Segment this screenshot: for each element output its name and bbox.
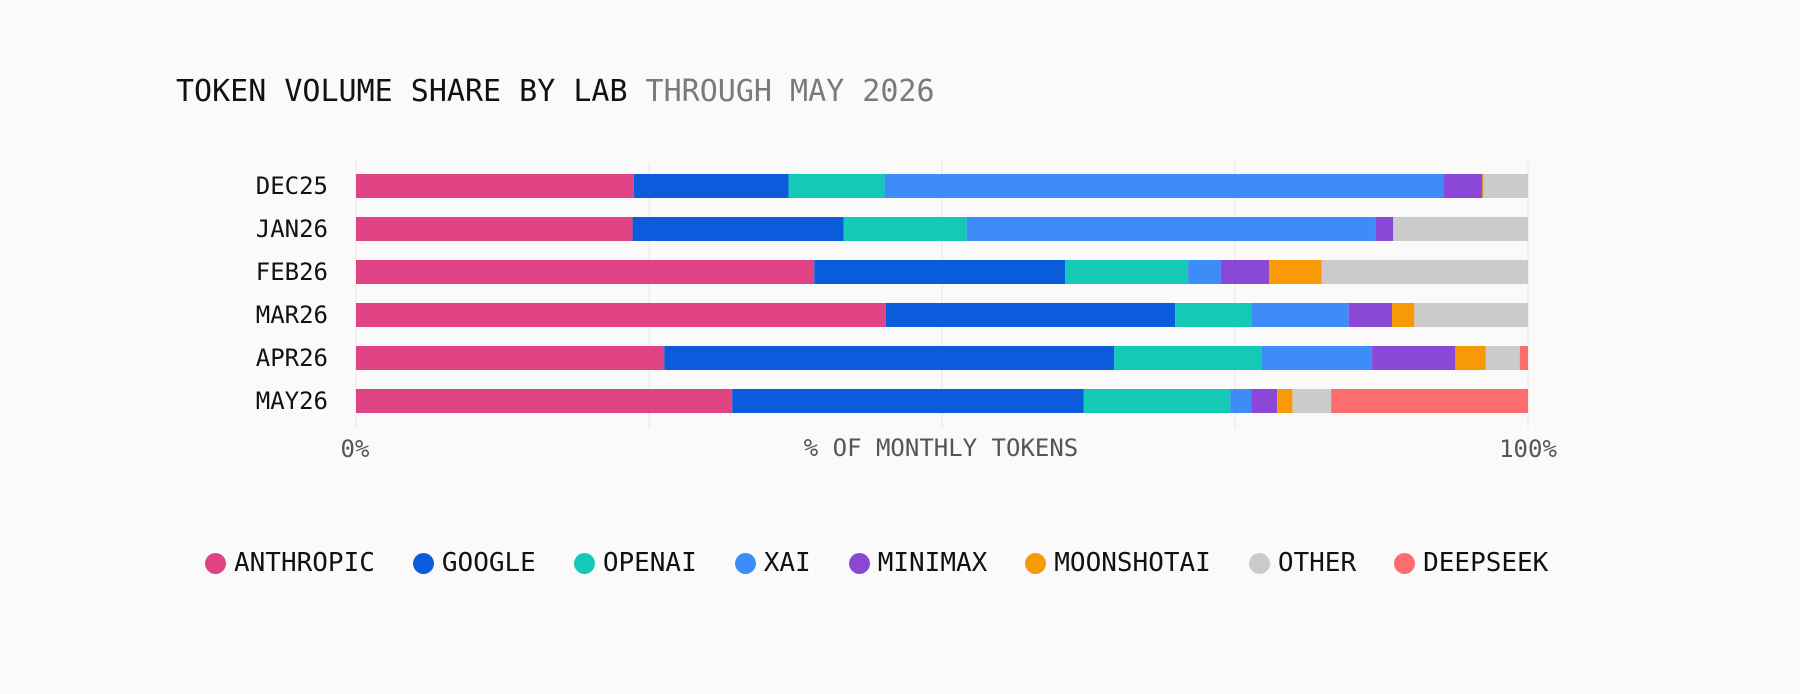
chart-title: TOKEN VOLUME SHARE BY LAB THROUGH MAY 202…	[176, 74, 935, 109]
legend: ANTHROPIC GOOGLE OPENAI XAI MINIMAX MOONSHOTA…	[205, 548, 1548, 578]
x-axis-label: % OF MONTHLY TOKENS	[804, 434, 1079, 462]
bar-segment-moonshotai	[1392, 303, 1415, 327]
bar-segment-other	[1321, 260, 1528, 284]
legend-label: MOONSHOTAI	[1054, 548, 1211, 578]
bars	[356, 174, 1528, 413]
bar-segment-google	[632, 217, 844, 241]
chart-title-sub: THROUGH MAY 2026	[646, 74, 935, 109]
bar-segment-xai	[884, 174, 1444, 198]
bar-segment-openai	[788, 174, 885, 198]
bar-segment-other	[1483, 174, 1528, 198]
legend-label: ANTHROPIC	[234, 548, 375, 578]
legend-label: OPENAI	[602, 548, 697, 578]
category-label: JAN26	[256, 215, 328, 243]
bar-segment-anthropic	[356, 260, 815, 284]
category-label: MAY26	[256, 387, 328, 415]
bar-segment-openai	[1083, 389, 1231, 413]
bar-segment-other	[1292, 389, 1332, 413]
bar-segment-xai	[1261, 346, 1373, 370]
bar-segment-other	[1414, 303, 1528, 327]
category-label: MAR26	[256, 301, 328, 329]
legend-swatch	[573, 552, 595, 574]
bar-segment-google	[732, 389, 1084, 413]
bar-segment-openai	[843, 217, 967, 241]
legend-label: DEEPSEEK	[1423, 548, 1549, 578]
bar-segment-minimax	[1443, 174, 1483, 198]
legend-label: GOOGLE	[441, 548, 536, 578]
bar-segment-xai	[966, 217, 1376, 241]
legend-swatch	[1025, 552, 1047, 574]
bar-segment-deepseek	[1331, 389, 1528, 413]
category-labels: DEC25 JAN26 FEB26 MAR26 APR26 MAY26	[256, 172, 328, 415]
legend-label: OTHER	[1277, 548, 1357, 578]
legend-label: MINIMAX	[877, 548, 988, 578]
legend-item: MOONSHOTAI	[1025, 548, 1211, 578]
bar-segment-openai	[1065, 260, 1189, 284]
x-tick-label-max: 100%	[1499, 435, 1557, 463]
bar-segment-minimax	[1375, 217, 1394, 241]
bar-segment-anthropic	[356, 346, 665, 370]
bar-segment-deepseek	[1519, 346, 1528, 370]
bar-segment-anthropic	[356, 217, 633, 241]
bar-segment-other	[1393, 217, 1528, 241]
bar-segment-google	[633, 174, 789, 198]
bar-segment-anthropic	[356, 389, 733, 413]
legend-item: GOOGLE	[412, 548, 536, 578]
bar-segment-anthropic	[356, 174, 634, 198]
category-label: DEC25	[256, 172, 328, 200]
bar-segment-anthropic	[356, 303, 886, 327]
legend-item: ANTHROPIC	[205, 548, 375, 578]
legend-swatch	[412, 552, 434, 574]
bar-segment-openai	[1175, 303, 1252, 327]
legend-item: OPENAI	[573, 548, 697, 578]
legend-swatch	[848, 552, 870, 574]
legend-item: MINIMAX	[848, 548, 988, 578]
legend-item: XAI	[734, 548, 811, 578]
bar-segment-minimax	[1220, 260, 1269, 284]
category-label: FEB26	[256, 258, 328, 286]
category-label: APR26	[256, 344, 328, 372]
bar-segment-google	[885, 303, 1176, 327]
bar-segment-minimax	[1251, 389, 1278, 413]
bar-segment-other	[1485, 346, 1520, 370]
bar-segment-xai	[1188, 260, 1221, 284]
bar-segment-minimax	[1348, 303, 1393, 327]
legend-swatch	[205, 552, 226, 574]
bar-segment-moonshotai	[1277, 389, 1293, 413]
bar-segment-openai	[1114, 346, 1262, 370]
legend-swatch	[1394, 552, 1416, 574]
bar-segment-google	[814, 260, 1066, 284]
gridlines	[355, 162, 1529, 428]
legend-label: XAI	[763, 548, 811, 578]
bar-segment-moonshotai	[1268, 260, 1322, 284]
x-tick-label-min: 0%	[341, 435, 370, 463]
legend-item: DEEPSEEK	[1394, 548, 1548, 578]
bar-segment-xai	[1251, 303, 1349, 327]
bar-segment-moonshotai	[1482, 174, 1484, 198]
bar-segment-xai	[1230, 389, 1252, 413]
legend-item: OTHER	[1248, 548, 1357, 578]
bar-segment-google	[664, 346, 1115, 370]
bar-segment-minimax	[1372, 346, 1456, 370]
bar-segment-moonshotai	[1455, 346, 1486, 370]
legend-swatch	[734, 552, 756, 574]
chart-title-main: TOKEN VOLUME SHARE BY LAB	[176, 74, 628, 109]
legend-swatch	[1248, 552, 1270, 574]
